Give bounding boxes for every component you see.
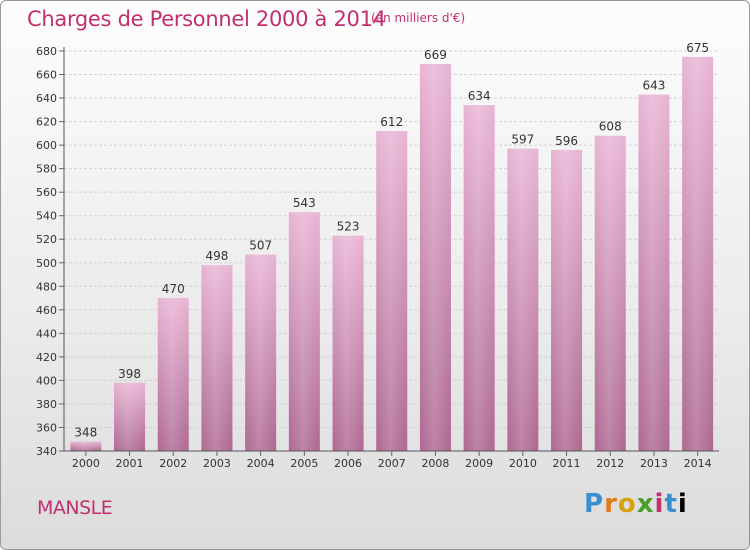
logo-letter: i <box>677 489 688 519</box>
bar-sheen <box>201 265 233 451</box>
bar-sheen <box>463 105 495 451</box>
x-tick-label: 2003 <box>203 457 231 470</box>
x-tick-label: 2014 <box>684 457 712 470</box>
y-tick-label: 620 <box>36 116 57 129</box>
bar-value-label: 669 <box>424 48 447 62</box>
bar-value-label: 608 <box>599 120 622 134</box>
x-tick-label: 2011 <box>553 457 581 470</box>
y-tick-label: 400 <box>36 374 57 387</box>
bar-value-label: 597 <box>511 133 534 147</box>
bar-value-label: 634 <box>468 89 491 103</box>
bar-value-label: 523 <box>337 220 360 234</box>
bar-sheen <box>594 135 626 452</box>
y-tick-label: 600 <box>36 139 57 152</box>
x-tick-label: 2008 <box>421 457 449 470</box>
logo-letter: P <box>584 489 605 519</box>
bar-sheen <box>376 131 408 451</box>
bar-sheen <box>245 254 277 451</box>
x-tick-label: 2004 <box>247 457 275 470</box>
bar-value-label: 348 <box>74 426 97 440</box>
x-tick-label: 2013 <box>640 457 668 470</box>
bar-value-label: 675 <box>686 41 709 55</box>
bar-sheen <box>507 148 539 451</box>
bar-sheen <box>70 441 102 451</box>
x-tick-label: 2009 <box>465 457 493 470</box>
bar-sheen <box>638 94 670 451</box>
x-tick-label: 2002 <box>159 457 187 470</box>
bar-sheen <box>682 56 714 451</box>
bar-value-label: 498 <box>205 249 228 263</box>
bar-sheen <box>332 235 364 451</box>
x-tick-label: 2006 <box>334 457 362 470</box>
y-tick-label: 560 <box>36 186 57 199</box>
y-tick-label: 660 <box>36 69 57 82</box>
bar-sheen <box>551 149 583 451</box>
x-tick-label: 2001 <box>116 457 144 470</box>
logo-letter: o <box>617 489 637 519</box>
x-tick-label: 2007 <box>378 457 406 470</box>
bar-value-label: 470 <box>162 282 185 296</box>
y-tick-label: 420 <box>36 351 57 364</box>
y-tick-label: 520 <box>36 233 57 246</box>
y-tick-label: 540 <box>36 210 57 223</box>
y-tick-label: 680 <box>36 45 57 58</box>
logo-letter: r <box>604 489 618 519</box>
y-tick-label: 340 <box>36 445 57 458</box>
x-tick-label: 2012 <box>596 457 624 470</box>
bar-sheen <box>157 298 189 451</box>
bar-value-label: 398 <box>118 367 141 381</box>
y-tick-label: 500 <box>36 257 57 270</box>
y-tick-label: 480 <box>36 280 57 293</box>
y-tick-label: 640 <box>36 92 57 105</box>
proxiti-logo[interactable]: Proxiti <box>584 489 688 519</box>
y-tick-label: 380 <box>36 398 57 411</box>
logo-letter: x <box>636 489 655 519</box>
chart-subtitle: (en milliers d'€) <box>371 11 466 25</box>
bar-sheen <box>114 382 146 451</box>
place-name: MANSLE <box>37 497 113 519</box>
logo-letter: i <box>654 489 665 519</box>
bar-value-label: 612 <box>380 115 403 129</box>
bar-value-label: 543 <box>293 196 316 210</box>
y-tick-label: 460 <box>36 304 57 317</box>
x-tick-label: 2000 <box>72 457 100 470</box>
logo-letter: t <box>664 489 678 519</box>
y-tick-label: 440 <box>36 327 57 340</box>
y-tick-label: 580 <box>36 163 57 176</box>
bar-value-label: 643 <box>642 79 665 93</box>
x-tick-label: 2005 <box>290 457 318 470</box>
y-tick-label: 360 <box>36 421 57 434</box>
chart-title: Charges de Personnel 2000 à 2014 <box>27 7 386 31</box>
x-tick-label: 2010 <box>509 457 537 470</box>
bar-sheen <box>288 212 320 451</box>
bar-sheen <box>419 63 451 452</box>
bar-value-label: 507 <box>249 239 272 253</box>
bar-value-label: 596 <box>555 134 578 148</box>
